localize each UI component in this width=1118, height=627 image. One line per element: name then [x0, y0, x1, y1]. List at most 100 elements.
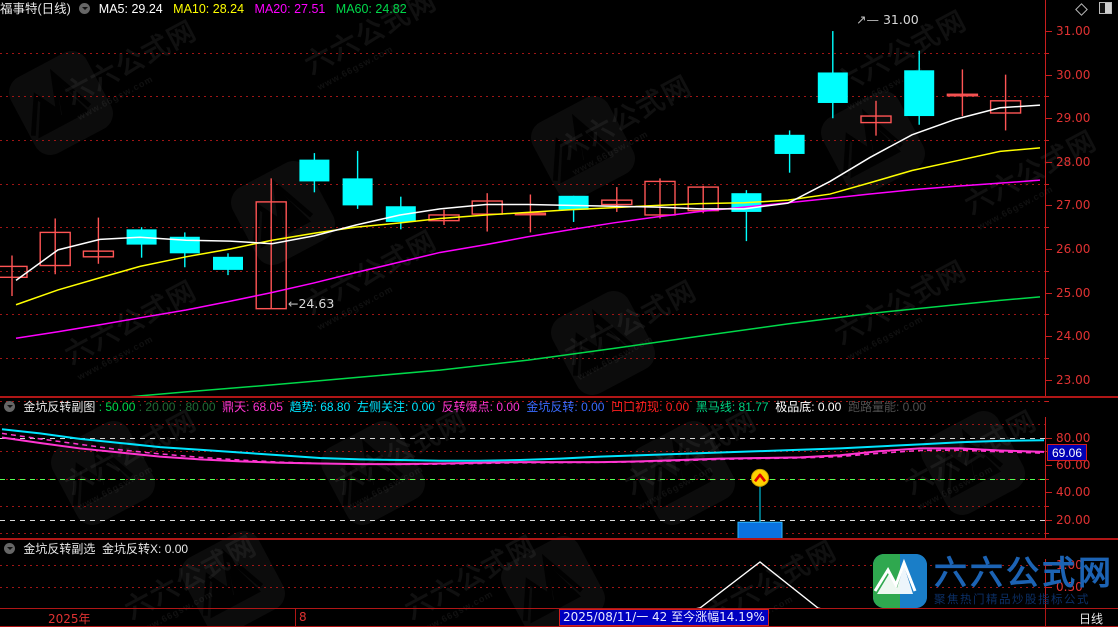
time-label-month: 8	[299, 610, 307, 624]
lower-svg	[696, 561, 821, 608]
price-tick-label: 31.00	[1056, 24, 1091, 39]
symbol-title[interactable]: 福事特(日线)	[0, 2, 71, 16]
price-tick	[1045, 161, 1052, 163]
price-tick-label: 30.00	[1056, 67, 1091, 82]
price-tick-label: 29.00	[1056, 111, 1091, 126]
price-minor-tick	[1045, 227, 1049, 229]
signal-bar	[738, 522, 782, 540]
indicator-axis: 80.00 60.00 40.00 20.00 69.06	[1045, 417, 1118, 540]
lower-gridline	[0, 587, 1045, 588]
panel-separator-2	[0, 538, 1118, 540]
panel-separator-1	[0, 396, 1118, 398]
ma5-line	[15, 104, 1041, 281]
site-logo: 六六公式网 聚焦热门精品炒股指标公式	[873, 554, 1114, 608]
indicator-gridline	[0, 505, 1045, 507]
diamond-icon[interactable]	[1074, 3, 1088, 16]
readout-dingtian-label: 鼎天:	[222, 400, 250, 414]
readout-jipindi-label: 极品底:	[775, 400, 815, 414]
lower-gridline-top	[0, 565, 1045, 566]
indicator-gridline	[0, 451, 1045, 453]
indicator-minor-tick	[1045, 505, 1049, 507]
price-gridline	[0, 270, 1045, 272]
period-label[interactable]: 日线	[1079, 612, 1104, 626]
lower-peak-shape	[696, 561, 821, 608]
indicator-current-value-badge: 69.06	[1047, 444, 1088, 462]
price-minor-tick	[1045, 52, 1049, 54]
indicator-param-2: : 20.00	[138, 400, 176, 414]
readout-heimaxian-value: 81.77	[738, 400, 769, 414]
indicator-tick	[1045, 492, 1052, 494]
price-gridline	[0, 183, 1045, 185]
lower-axis-line	[1045, 559, 1046, 608]
price-tick-label: 25.00	[1056, 285, 1091, 300]
split-pane-icon[interactable]	[1099, 2, 1112, 14]
price-minor-tick	[1045, 183, 1049, 185]
ma10-line	[15, 147, 1041, 306]
candle	[644, 178, 676, 219]
price-tick	[1045, 31, 1052, 33]
readout-heimaxian-label: 黑马线:	[695, 400, 736, 414]
candle	[169, 232, 200, 268]
chevron-down-circle-icon[interactable]	[4, 543, 15, 554]
indicator-level-20	[0, 519, 1045, 521]
time-axis[interactable]: 2025年 8 2025/08/11/一 42 至今涨幅14.19% 日线	[0, 608, 1118, 627]
readout-zuoceguanzhu-label: 左侧关注:	[356, 400, 409, 414]
price-minor-tick	[1045, 270, 1049, 272]
high-annotation: ↗— 31.00	[856, 12, 919, 27]
price-gridline	[0, 227, 1045, 229]
indicator-param-1: : 50.00	[98, 400, 136, 414]
price-tick	[1045, 118, 1052, 120]
chevron-down-circle-icon[interactable]	[79, 3, 91, 14]
price-minor-tick	[1045, 140, 1049, 142]
logo-mark-icon	[873, 554, 927, 608]
indicator-series-heimaxian	[1, 432, 1045, 466]
chevron-down-circle-icon[interactable]	[4, 401, 15, 412]
low-annotation: ←24.63	[288, 296, 335, 311]
candlestick-svg	[0, 31, 1041, 398]
logo-tagline: 聚焦热门精品炒股指标公式	[934, 594, 1090, 606]
header-icons	[1074, 2, 1112, 21]
price-gridline	[0, 52, 1045, 54]
candle	[904, 50, 935, 125]
ma60-line	[106, 296, 1041, 398]
price-gridline	[0, 357, 1045, 359]
candle	[126, 227, 157, 258]
chart-header: 福事特(日线) MA5: 29.24 MA10: 28.24 MA20: 27.…	[0, 0, 1118, 18]
indicator-minor-tick	[1045, 533, 1049, 535]
lower-chart-panel[interactable]	[0, 559, 1045, 608]
signal-marker-up-chevron-circle-icon[interactable]	[751, 468, 769, 487]
price-gridline	[0, 314, 1045, 316]
price-tick-label: 23.00	[1056, 372, 1091, 387]
indicator-gridline	[0, 423, 1045, 425]
candle	[428, 209, 460, 225]
readout-qushi-value: 68.80	[320, 400, 351, 414]
candle	[731, 190, 762, 242]
price-minor-tick	[1045, 96, 1049, 98]
indicator-name[interactable]: 金坑反转副图	[23, 400, 96, 414]
lower-indicator-name[interactable]: 金坑反转副选	[23, 542, 96, 556]
lower-tick	[1045, 587, 1052, 588]
readout-aokouchuxian-value: 0.00	[665, 400, 690, 414]
price-minor-tick	[1045, 401, 1049, 403]
indicator-header: 金坑反转副图 : 50.00 : 20.00 : 80.00 鼎天: 68.05…	[0, 399, 926, 416]
price-minor-tick	[1045, 314, 1049, 316]
lower-panel-header: 金坑反转副选 金坑反转X: 0.00	[0, 541, 188, 558]
lower-readout-label: 金坑反转X:	[102, 542, 162, 556]
indicator-series-dingtian	[1, 436, 1045, 466]
price-tick	[1045, 205, 1052, 207]
price-tick-label: 28.00	[1056, 154, 1091, 169]
readout-jipindi-value: 0.00	[817, 400, 842, 414]
indicator-chart-panel[interactable]	[0, 417, 1045, 540]
candle	[514, 194, 547, 233]
indicator-tick-label: 20.00	[1056, 512, 1091, 527]
price-tick	[1045, 292, 1052, 294]
indicator-svg	[1, 428, 1045, 540]
price-tick	[1045, 248, 1052, 250]
time-label-year: 2025年	[48, 612, 91, 626]
price-axis: 31.00 30.00 29.00 28.00 27.00 26.00 25.00 24.00…	[1045, 0, 1118, 403]
price-axis-line	[1045, 0, 1046, 398]
price-chart-panel[interactable]	[0, 18, 1045, 403]
ma20-line	[15, 179, 1041, 340]
price-minor-tick	[1045, 357, 1049, 359]
readout-dingtian-value: 68.05	[252, 400, 283, 414]
